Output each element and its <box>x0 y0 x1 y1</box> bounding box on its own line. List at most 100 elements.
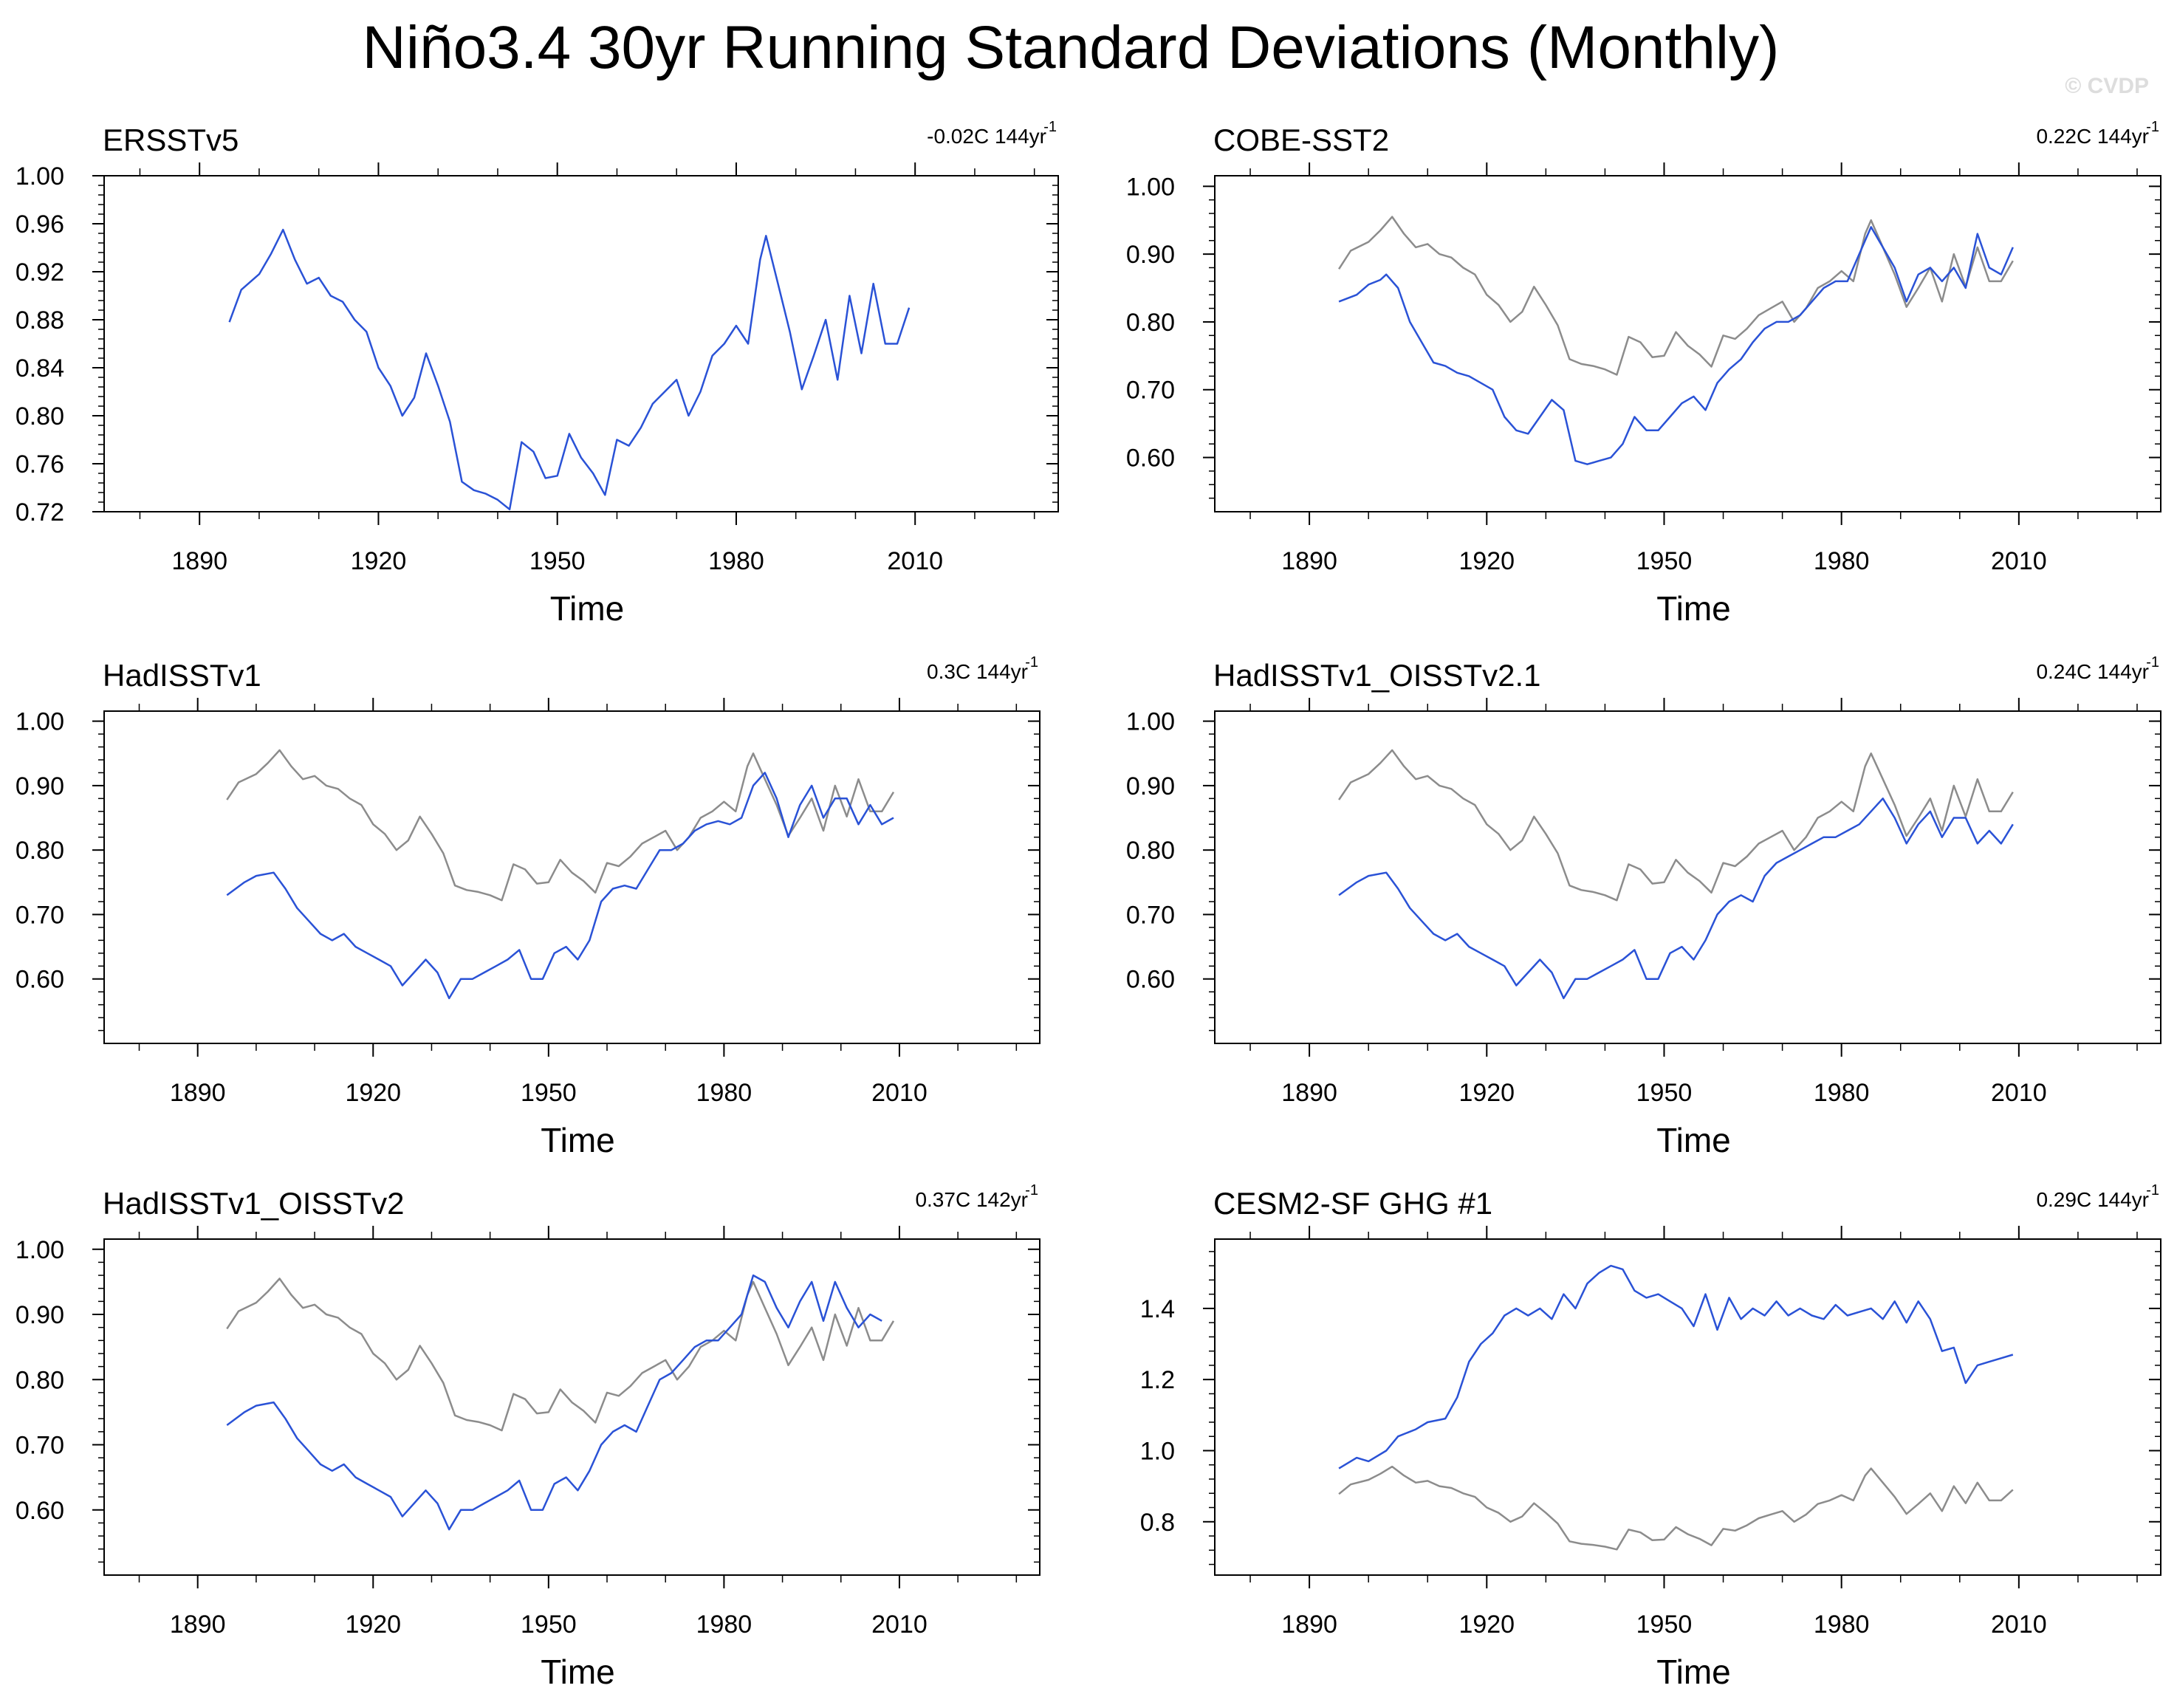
x-tick-label: 1980 <box>696 1079 752 1107</box>
y-tick-label: 1.00 <box>16 708 64 736</box>
reference-series-line <box>1338 1465 2014 1551</box>
x-tick-label: 1950 <box>521 1079 577 1107</box>
y-tick-label: 1.00 <box>16 1236 64 1264</box>
panel-1: ERSSTv5 -0.02C 144yr-1 0.72 0.76 0.80 0.84 0.8… <box>16 119 1059 628</box>
cvdp-watermark: © CVDP <box>2065 74 2149 98</box>
y-tick-label: 0.72 <box>16 498 64 527</box>
y-tick-label: 0.60 <box>16 1497 64 1525</box>
y-tick-label: 0.80 <box>16 1366 64 1394</box>
x-tick-label: 2010 <box>887 547 943 575</box>
plot-frame <box>103 710 1040 1044</box>
y-tick-label: 1.4 <box>1140 1295 1175 1323</box>
y-tick-label: 1.0 <box>1140 1437 1175 1465</box>
trend-superscript: -1 <box>1025 654 1038 670</box>
x-axis-label: Time <box>1656 589 1731 628</box>
x-tick-label: 2010 <box>871 1611 928 1639</box>
x-tick-label: 1920 <box>351 547 407 575</box>
x-tick-label: 1890 <box>1281 1079 1337 1107</box>
reference-series-line <box>1338 749 2014 902</box>
x-tick-label: 1920 <box>345 1079 401 1107</box>
y-tick-label: 0.80 <box>1126 837 1175 865</box>
x-axis-label: Time <box>541 1653 615 1691</box>
y-tick-label: 0.96 <box>16 210 64 239</box>
model-series-line <box>1338 226 2014 465</box>
x-tick-label: 1920 <box>1458 1611 1515 1639</box>
x-tick-label: 1950 <box>1636 1611 1693 1639</box>
panel-title: CESM2-SF GHG #1 <box>1213 1186 1492 1221</box>
trend-label: -0.02C 144yr <box>927 125 1046 148</box>
plot-frame <box>1214 1238 2161 1576</box>
x-tick-label: 1890 <box>171 547 227 575</box>
x-tick-label: 2010 <box>1991 547 2047 575</box>
x-tick-label: 1920 <box>345 1611 401 1639</box>
x-tick-label: 2010 <box>871 1079 928 1107</box>
figure-title: Niño3.4 30yr Running Standard Deviations… <box>363 14 1780 81</box>
x-tick-label: 2010 <box>1991 1079 2047 1107</box>
x-axis-label: Time <box>541 1121 615 1159</box>
x-tick-label: 1950 <box>1636 1079 1693 1107</box>
trend-label: 0.3C 144yr <box>927 660 1028 683</box>
x-tick-label: 1950 <box>529 547 586 575</box>
model-series-line <box>228 228 911 511</box>
y-tick-label: 0.80 <box>16 402 64 431</box>
model-series-line <box>1338 798 2014 1000</box>
y-tick-label: 1.00 <box>16 162 64 191</box>
x-tick-label: 1890 <box>170 1611 226 1639</box>
y-tick-label: 0.92 <box>16 258 64 287</box>
x-tick-label: 1920 <box>1458 1079 1515 1107</box>
y-tick-label: 0.8 <box>1140 1509 1175 1537</box>
y-tick-label: 0.76 <box>16 450 64 479</box>
x-axis-label: Time <box>1656 1121 1731 1159</box>
y-tick-label: 0.60 <box>1126 445 1175 473</box>
x-tick-label: 1890 <box>1281 547 1337 575</box>
x-tick-label: 1950 <box>1636 547 1693 575</box>
plot-frame <box>1214 175 2161 512</box>
x-tick-label: 1980 <box>1814 1611 1870 1639</box>
reference-series-line <box>1338 216 2014 376</box>
panel-title: COBE-SST2 <box>1213 123 1389 157</box>
x-tick-label: 1980 <box>1814 547 1870 575</box>
x-axis-label: Time <box>550 589 625 628</box>
panel-5: HadISSTv1_OISSTv2 0.37C 142yr-1 0.60 0.70 0.… <box>16 1182 1040 1691</box>
x-tick-label: 1950 <box>521 1611 577 1639</box>
reference-series-line <box>226 1277 895 1432</box>
y-tick-label: 0.90 <box>1126 241 1175 269</box>
plot-frame <box>103 175 1059 512</box>
panel-title: HadISSTv1 <box>103 658 261 693</box>
panel-title: HadISSTv1_OISSTv2 <box>103 1186 405 1221</box>
x-tick-label: 1890 <box>170 1079 226 1107</box>
trend-superscript: -1 <box>1025 1182 1038 1198</box>
x-tick-label: 1890 <box>1281 1611 1337 1639</box>
x-tick-label: 1920 <box>1458 547 1515 575</box>
y-tick-label: 0.88 <box>16 306 64 335</box>
trend-label: 0.22C 144yr <box>2036 125 2149 148</box>
x-tick-label: 2010 <box>1991 1611 2047 1639</box>
y-tick-label: 0.70 <box>16 1432 64 1460</box>
x-axis-label: Time <box>1656 1653 1731 1691</box>
panel-4: HadISSTv1_OISSTv2.1 0.24C 144yr-1 0.60 0.70… <box>1126 654 2161 1159</box>
y-tick-label: 0.60 <box>16 966 64 994</box>
plot-frame <box>103 1238 1040 1576</box>
trend-superscript: -1 <box>2146 654 2159 670</box>
trend-superscript: -1 <box>2146 119 2159 135</box>
trend-label: 0.24C 144yr <box>2036 660 2149 683</box>
panels: ERSSTv5 -0.02C 144yr-10.720.760.800.840.8… <box>16 119 2161 1691</box>
trend-label: 0.29C 144yr <box>2036 1188 2149 1211</box>
y-tick-label: 0.80 <box>1126 309 1175 337</box>
panel-title: HadISSTv1_OISSTv2.1 <box>1213 658 1541 693</box>
x-tick-label: 1980 <box>708 547 764 575</box>
y-tick-label: 0.90 <box>16 1301 64 1329</box>
y-tick-label: 0.70 <box>16 901 64 929</box>
model-series-line <box>1338 1264 2014 1469</box>
panel-6: CESM2-SF GHG #1 0.29C 144yr-1 0.8 1.0 1.2 1.4… <box>1140 1182 2161 1691</box>
panel-3: HadISSTv1 0.3C 144yr-1 0.60 0.70 0.80 0.90 1.0… <box>16 654 1040 1159</box>
y-tick-label: 0.90 <box>16 772 64 800</box>
y-tick-label: 1.00 <box>1126 173 1175 201</box>
y-tick-label: 0.60 <box>1126 966 1175 994</box>
panel-title: ERSSTv5 <box>103 123 239 157</box>
y-tick-label: 0.70 <box>1126 901 1175 929</box>
y-tick-label: 1.00 <box>1126 708 1175 736</box>
x-tick-label: 1980 <box>696 1611 752 1639</box>
y-tick-label: 0.80 <box>16 837 64 865</box>
